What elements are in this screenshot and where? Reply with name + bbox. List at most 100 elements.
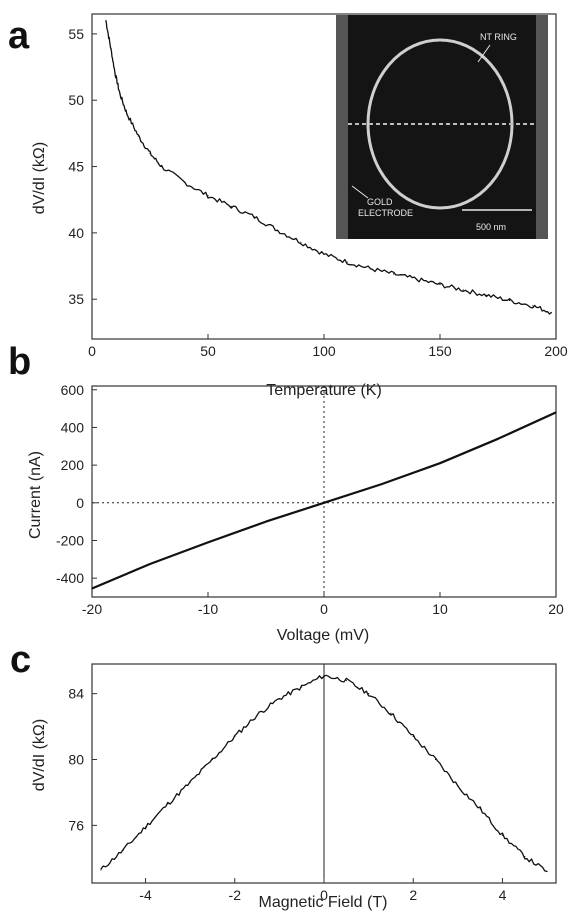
panel-a-ytick-label: 45 — [68, 159, 84, 175]
panel-c-ytick-label: 80 — [68, 752, 84, 768]
panel-a-data-point — [184, 181, 186, 184]
panel-c-data-point — [457, 785, 459, 787]
panel-a-data-point — [393, 273, 395, 275]
panel-b-xtick-label: 20 — [548, 601, 564, 617]
panel-a-xtick-label: 150 — [428, 343, 452, 359]
panel-b-xlabel: Voltage (mV) — [277, 627, 369, 644]
panel-a-data-point — [550, 311, 552, 314]
panel-a-data-point — [230, 205, 232, 207]
panel-a-ytick-label: 40 — [68, 225, 84, 241]
panel-b-ytick-label: 400 — [61, 419, 85, 435]
panel-c-xtick-label: 4 — [499, 887, 507, 903]
panel-a-plot: 0 50 100 150 200 35 40 45 50 55 — [68, 13, 568, 359]
panel-c-plot: -4 -2 0 2 4 76 80 84 — [68, 663, 557, 903]
panel-a-data-point — [207, 195, 209, 197]
panel-c-data-point — [234, 735, 236, 738]
panel-a-data-point — [105, 20, 107, 22]
panel-c-ytick-label: 84 — [68, 686, 84, 702]
panel-a-xtick-label: 100 — [312, 343, 336, 359]
panel-c-data-point — [546, 870, 548, 873]
panel-a-ytick-label: 55 — [68, 26, 84, 42]
panel-b-data-point — [207, 541, 209, 543]
inset-ring-arrow — [477, 44, 491, 63]
panel-a-data-point — [346, 261, 348, 263]
panel-b-data-point — [555, 411, 557, 413]
panel-a-data-point — [109, 46, 112, 48]
inset-electrode-arrow — [351, 185, 369, 199]
panel-a-data-point — [323, 253, 325, 255]
panel-a-ytick-label: 50 — [68, 92, 84, 108]
inset-label-gold: GOLD — [367, 197, 393, 207]
panel-letter-c: c — [10, 639, 31, 681]
inset-label-electrode: ELECTRODE — [358, 208, 413, 218]
panel-c-data-point — [368, 693, 370, 695]
panel-c-xtick-label: 0 — [320, 887, 328, 903]
panel-a-data-point — [114, 73, 116, 75]
panel-a-data-point — [369, 268, 371, 270]
panel-c-data-point — [189, 781, 191, 784]
panel-a-data-point — [462, 289, 464, 291]
panel-a-data-point — [416, 278, 418, 280]
panel-b-ytick-label: 0 — [76, 495, 84, 511]
panel-c-xtick-label: -4 — [139, 887, 152, 903]
panel-a-data-point — [485, 294, 487, 296]
panel-a-data-point — [439, 284, 441, 286]
inset-label-ring: NT RING — [480, 32, 517, 42]
panel-b-xtick-label: 0 — [320, 601, 328, 617]
panel-b-data-point — [91, 587, 93, 590]
panel-c-xtick-label: -2 — [229, 887, 242, 903]
panel-c-data-point — [479, 808, 481, 810]
panel-c-data-point — [122, 849, 124, 851]
panel-a-xtick-label: 0 — [88, 343, 96, 359]
panel-c-data-point — [144, 826, 147, 828]
panel-c-data-point — [256, 714, 258, 716]
panel-c-data-point — [501, 834, 504, 836]
panel-a-ytick-label: 35 — [68, 291, 84, 307]
panel-b-ylabel: Current (nA) — [27, 451, 44, 539]
panel-c-data-point — [345, 679, 347, 682]
inset-right-electrode — [536, 15, 548, 239]
panel-c-ylabel: dV/dI (kΩ) — [31, 719, 48, 791]
panel-letter-b: b — [8, 341, 31, 383]
panel-c-ytick-label: 76 — [68, 817, 84, 833]
inset-left-electrode — [336, 15, 348, 239]
panel-c-data-point — [390, 712, 392, 714]
panel-a-data-point — [509, 299, 511, 302]
panel-a-xtick-label: 50 — [200, 343, 216, 359]
panel-b-ytick-label: -200 — [56, 532, 84, 548]
panel-b-data-point — [149, 563, 151, 565]
panel-c-data-point — [301, 686, 303, 688]
panel-c-data-point — [524, 856, 526, 858]
panel-a-data-point — [126, 112, 128, 115]
panel-b-xtick-label: -10 — [198, 601, 218, 617]
panel-a-data-point — [532, 305, 534, 307]
panel-a-data-point — [300, 241, 302, 243]
panel-c-data-point — [278, 697, 280, 700]
panel-c-data-point — [412, 735, 414, 738]
panel-b-ytick-label: 600 — [61, 382, 85, 398]
panel-a-data-point — [277, 229, 279, 231]
panel-b-xtick-label: -20 — [82, 601, 102, 617]
panel-b-data-point — [439, 462, 441, 464]
panel-b-data-point — [323, 502, 325, 504]
panel-c-data-point — [211, 758, 214, 761]
inset-micrograph: NT RING GOLD ELECTRODE 500 nm — [336, 15, 548, 239]
panel-c-data-point — [167, 803, 169, 805]
panel-a-data-point — [161, 165, 163, 168]
panel-a-data-point — [149, 152, 151, 154]
panel-b-plot: -20 -10 0 10 20 -400 -200 0 200 400 600 — [56, 382, 564, 617]
panel-b-ytick-label: -400 — [56, 570, 84, 586]
panel-b-data-point — [497, 438, 499, 440]
panel-c-xtick-label: 2 — [409, 887, 417, 903]
panel-b-xtick-label: 10 — [432, 601, 448, 617]
panel-c-data-point — [323, 674, 325, 677]
panel-b-data-point — [381, 483, 383, 485]
panel-a-ylabel: dV/dI (kΩ) — [31, 142, 48, 214]
panel-a-xtick-label: 200 — [544, 343, 568, 359]
panel-c-data-point — [434, 758, 437, 761]
panel-a-data-point — [119, 92, 121, 95]
panel-c-xlabel: Magnetic Field (T) — [259, 894, 388, 911]
inset-scale-label: 500 nm — [476, 222, 506, 232]
panel-a-data-point — [253, 216, 255, 218]
